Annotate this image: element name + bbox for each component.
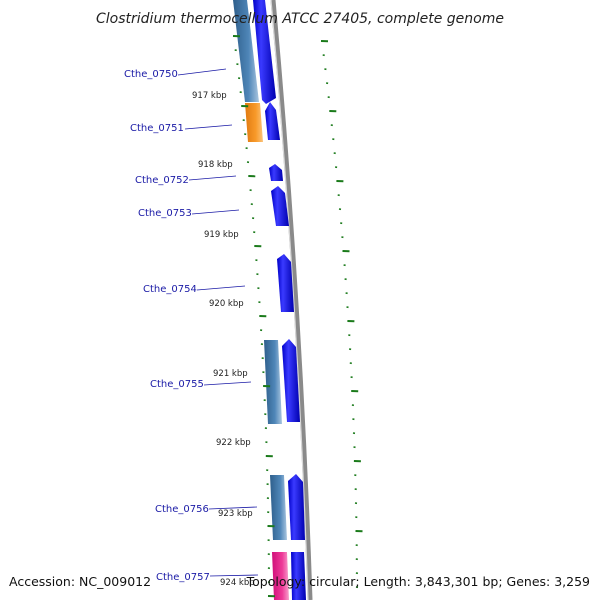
feature-0751-forward	[265, 102, 280, 140]
backbone-curve	[270, 0, 313, 600]
feature-0756-forward	[288, 474, 305, 540]
leader-line-0750	[177, 68, 227, 76]
gene-label-0757: Cthe_0757	[156, 572, 210, 583]
feature-0752-forward	[269, 164, 283, 181]
gene-label-0751: Cthe_0751	[130, 123, 184, 134]
leader-line-0752	[188, 175, 237, 181]
kbp-label-918: 918 kbp	[198, 160, 233, 170]
feature-0755-reverse	[264, 340, 282, 424]
kbp-label-922: 922 kbp	[216, 438, 251, 448]
kbp-label-923: 923 kbp	[218, 509, 253, 519]
kbp-label-921: 921 kbp	[213, 369, 248, 379]
feature-0755-forward	[282, 339, 300, 422]
leader-line-0751	[184, 124, 233, 130]
genome-summary-text: Topology: circular; Length: 3,843,301 bp…	[246, 574, 590, 589]
feature-0750-forward	[253, 0, 276, 104]
kbp-label-919: 919 kbp	[204, 230, 239, 240]
kbp-label-924: 924 kbp	[220, 578, 255, 588]
accession-text: Accession: NC_009012	[9, 574, 151, 589]
page-title: Clostridium thermocellum ATCC 27405, com…	[96, 11, 504, 27]
leader-line-0754	[196, 285, 246, 291]
leader-line-0757	[209, 574, 259, 577]
backbone-curve-highlight	[270, 0, 309, 600]
gene-label-0750: Cthe_0750	[124, 69, 178, 80]
feature-0750-reverse	[233, 0, 259, 102]
kbp-label-917: 917 kbp	[192, 91, 227, 101]
feature-0751-reverse	[245, 103, 263, 142]
leader-line-0755	[203, 381, 252, 386]
leader-line-0756	[208, 506, 258, 510]
gene-label-0754: Cthe_0754	[143, 284, 197, 295]
leader-line-0753	[191, 209, 240, 215]
gene-label-0755: Cthe_0755	[150, 379, 204, 390]
feature-0754-forward	[277, 254, 294, 312]
feature-0753-forward	[271, 186, 289, 226]
kbp-label-920: 920 kbp	[209, 299, 244, 309]
feature-0757-reverse	[272, 552, 289, 600]
tick-marks	[232, 35, 363, 598]
gene-label-0756: Cthe_0756	[155, 504, 209, 515]
feature-0756-reverse	[270, 475, 287, 540]
gene-label-0752: Cthe_0752	[135, 175, 189, 186]
feature-0757-forward	[291, 552, 306, 600]
gene-label-0753: Cthe_0753	[138, 208, 192, 219]
